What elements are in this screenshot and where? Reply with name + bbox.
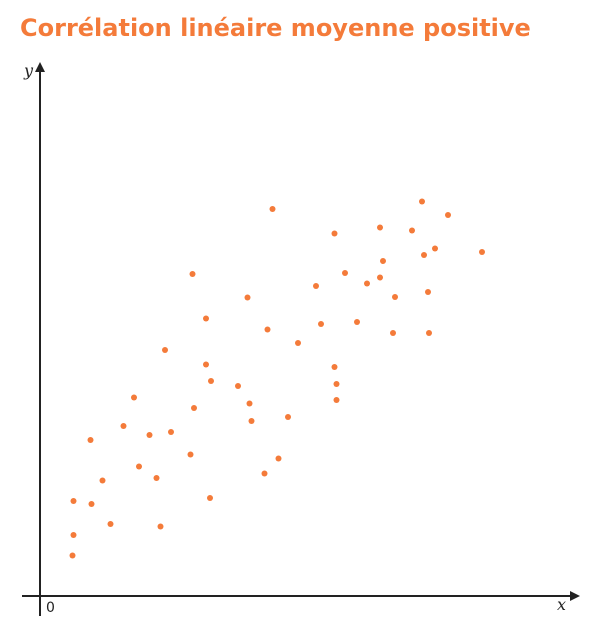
data-point-37 [333,381,340,387]
data-point-19 [203,361,209,368]
data-point-1 [69,552,76,559]
data-point-34 [318,321,324,327]
data-point-51 [426,330,432,336]
data-point-33 [313,283,319,289]
data-point-50 [425,289,431,295]
data-point-13 [157,523,164,530]
data-point-36 [331,364,338,370]
data-point-2 [70,532,77,538]
data-point-31 [285,414,291,420]
x-axis-label: x [557,595,566,614]
data-point-29 [269,206,276,212]
data-point-15 [168,429,174,435]
data-point-3 [70,498,77,504]
data-point-40 [354,319,360,325]
data-point-49 [421,252,427,258]
data-point-16 [187,451,194,458]
data-point-39 [342,270,348,276]
data-point-43 [377,224,383,231]
data-point-32 [295,340,301,346]
y-axis-label: y [23,61,34,80]
data-point-5 [87,437,94,443]
data-point-21 [208,378,214,384]
data-point-41 [364,280,370,287]
data-point-22 [207,495,213,501]
data-point-52 [432,245,438,252]
data-points [69,198,485,559]
data-point-9 [131,394,137,401]
data-point-10 [136,463,142,470]
data-point-17 [189,271,196,277]
data-point-25 [246,400,253,407]
data-point-46 [392,294,398,300]
data-point-48 [419,198,425,205]
data-point-47 [409,227,415,234]
data-point-7 [107,521,114,527]
data-point-6 [99,477,106,484]
data-point-18 [191,405,197,411]
origin-label: 0 [46,600,55,616]
data-point-14 [162,347,168,353]
data-point-54 [479,249,485,255]
data-point-27 [261,470,268,477]
data-point-38 [333,397,340,403]
data-point-53 [445,212,451,218]
data-point-4 [88,501,95,507]
data-point-11 [146,432,153,438]
data-point-30 [275,455,282,462]
data-point-12 [153,475,160,481]
data-point-23 [235,383,241,389]
data-point-42 [377,274,383,281]
data-point-8 [120,423,127,429]
data-point-45 [390,330,396,336]
data-point-20 [203,315,209,322]
data-point-24 [244,294,251,301]
data-point-26 [248,418,255,424]
chart-title: Corrélation linéaire moyenne positive [20,14,531,42]
data-point-28 [264,326,271,333]
data-point-44 [380,258,386,264]
data-point-35 [331,230,338,237]
